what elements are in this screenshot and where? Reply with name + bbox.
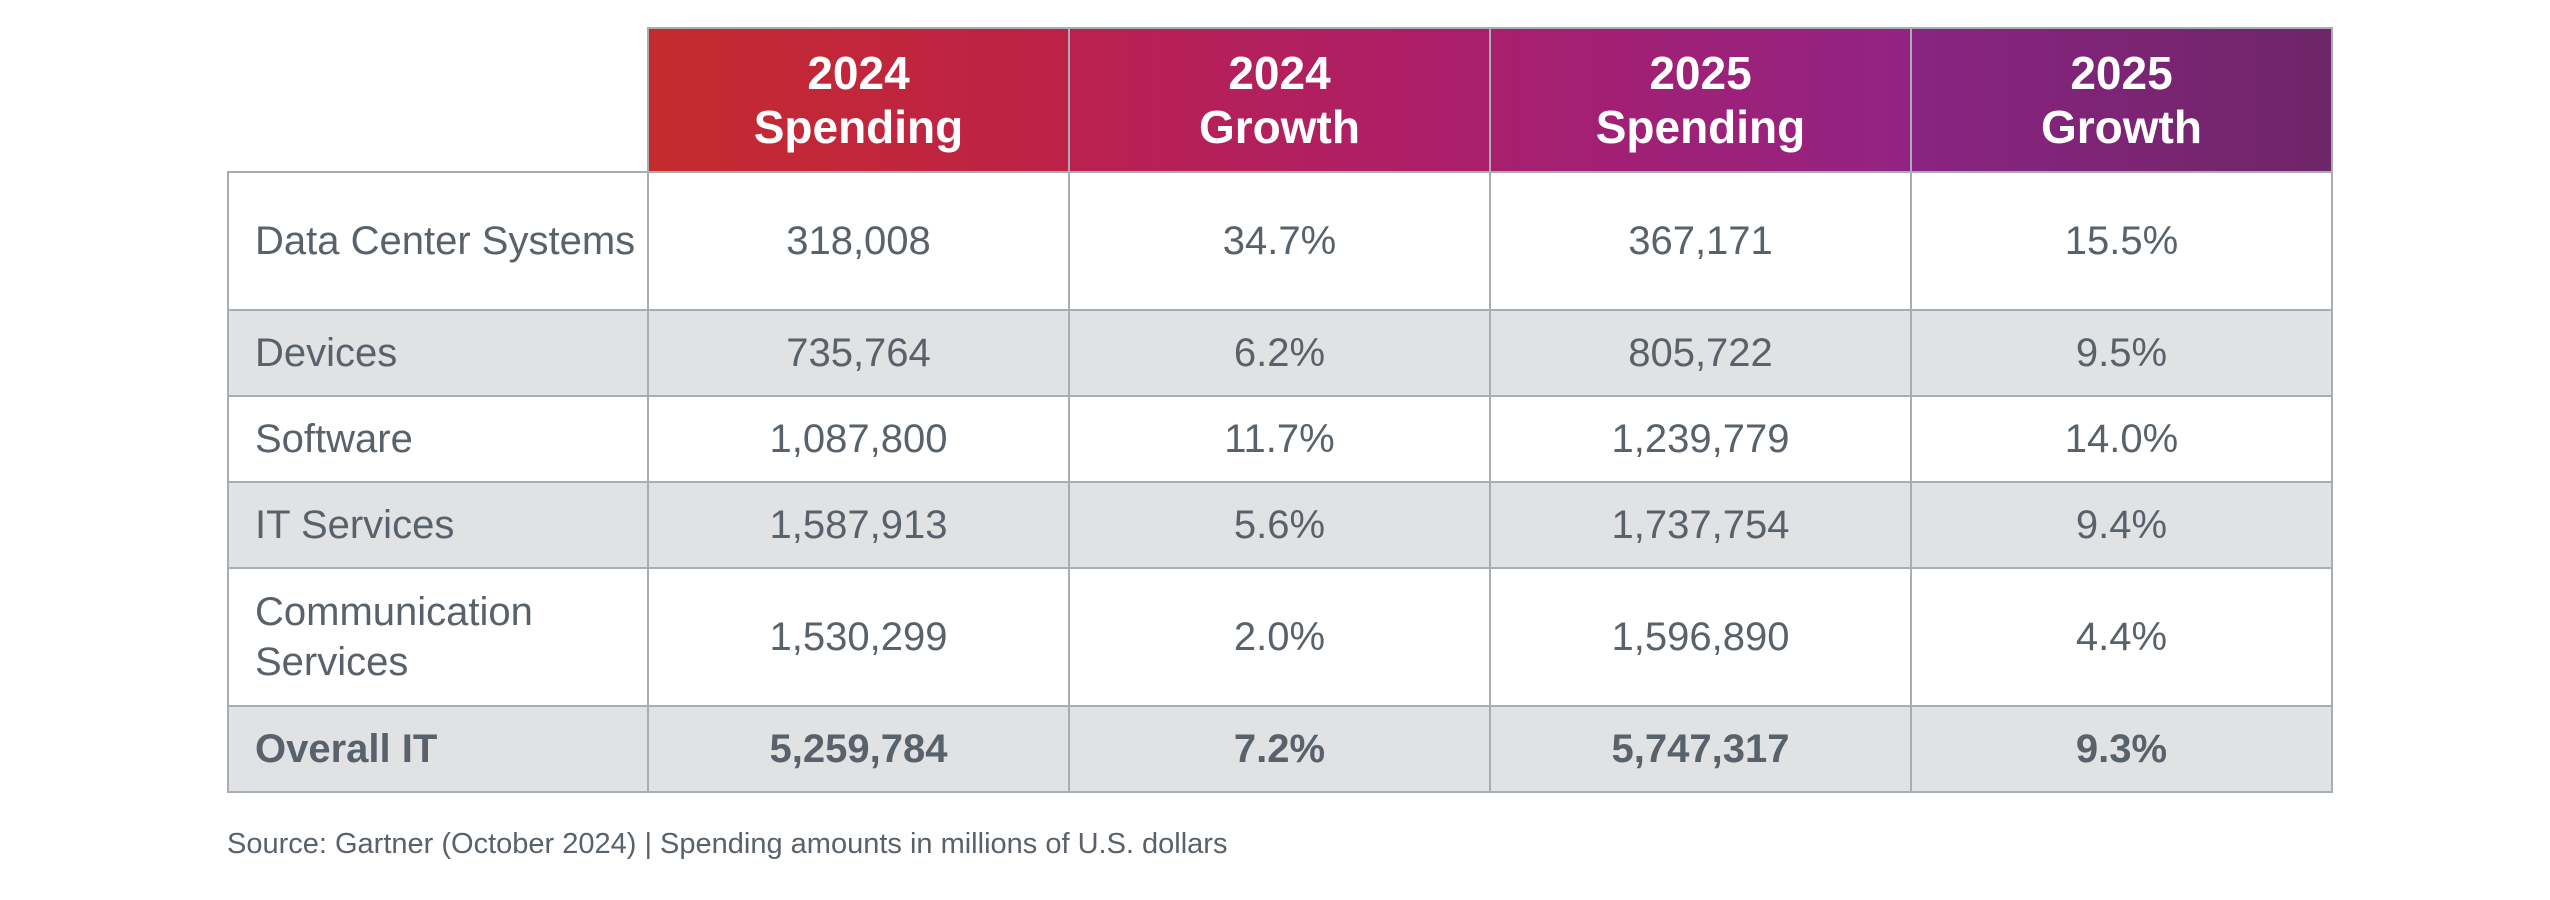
- source-note: Source: Gartner (October 2024) | Spendin…: [227, 828, 1228, 860]
- it-spending-table: 2024 Spending 2024 Growth 2025 Spending …: [227, 27, 2333, 793]
- cell-value: 14.0%: [1910, 395, 2333, 483]
- table-row: Devices 735,764 6.2% 805,722 9.5%: [227, 309, 2333, 397]
- cell-value: 34.7%: [1068, 171, 1491, 311]
- cell-value: 1,596,890: [1489, 567, 1912, 707]
- header-metric: Spending: [753, 101, 964, 153]
- cell-value: 2.0%: [1068, 567, 1491, 707]
- row-label: Communication Services: [227, 567, 649, 707]
- header-2025-spending: 2025 Spending: [1489, 27, 1912, 173]
- header-year: 2024: [1228, 47, 1331, 99]
- cell-value: 1,737,754: [1489, 481, 1912, 569]
- table-row: Software 1,087,800 11.7% 1,239,779 14.0%: [227, 395, 2333, 483]
- table-row: IT Services 1,587,913 5.6% 1,737,754 9.4…: [227, 481, 2333, 569]
- cell-value: 11.7%: [1068, 395, 1491, 483]
- header-2025-growth: 2025 Growth: [1910, 27, 2333, 173]
- row-label: IT Services: [227, 481, 649, 569]
- cell-value: 318,008: [647, 171, 1070, 311]
- header-year: 2025: [2070, 47, 2173, 99]
- cell-value: 1,587,913: [647, 481, 1070, 569]
- cell-value: 1,530,299: [647, 567, 1070, 707]
- header-2024-growth: 2024 Growth: [1068, 27, 1491, 173]
- cell-value: 9.5%: [1910, 309, 2333, 397]
- table-row: Communication Services 1,530,299 2.0% 1,…: [227, 567, 2333, 707]
- header-metric: Growth: [1199, 101, 1360, 153]
- cell-value: 1,239,779: [1489, 395, 1912, 483]
- table-row: Data Center Systems 318,008 34.7% 367,17…: [227, 171, 2333, 311]
- total-row: Overall IT 5,259,784 7.2% 5,747,317 9.3%: [227, 705, 2333, 793]
- header-corner: [228, 28, 649, 173]
- cell-value: 9.3%: [1910, 705, 2333, 793]
- header-metric: Growth: [2041, 101, 2202, 153]
- cell-value: 15.5%: [1910, 171, 2333, 311]
- cell-value: 4.4%: [1910, 567, 2333, 707]
- header-year: 2025: [1649, 47, 1752, 99]
- cell-value: 6.2%: [1068, 309, 1491, 397]
- row-label: Data Center Systems: [227, 171, 649, 311]
- row-label: Overall IT: [227, 705, 649, 793]
- row-label: Software: [227, 395, 649, 483]
- cell-value: 7.2%: [1068, 705, 1491, 793]
- cell-value: 1,087,800: [647, 395, 1070, 483]
- header-2024-spending: 2024 Spending: [647, 27, 1070, 173]
- cell-value: 5,259,784: [647, 705, 1070, 793]
- header-row: 2024 Spending 2024 Growth 2025 Spending …: [228, 27, 2333, 173]
- cell-value: 5,747,317: [1489, 705, 1912, 793]
- cell-value: 735,764: [647, 309, 1070, 397]
- header-metric: Spending: [1595, 101, 1806, 153]
- cell-value: 367,171: [1489, 171, 1912, 311]
- cell-value: 805,722: [1489, 309, 1912, 397]
- header-year: 2024: [807, 47, 910, 99]
- cell-value: 9.4%: [1910, 481, 2333, 569]
- row-label: Devices: [227, 309, 649, 397]
- cell-value: 5.6%: [1068, 481, 1491, 569]
